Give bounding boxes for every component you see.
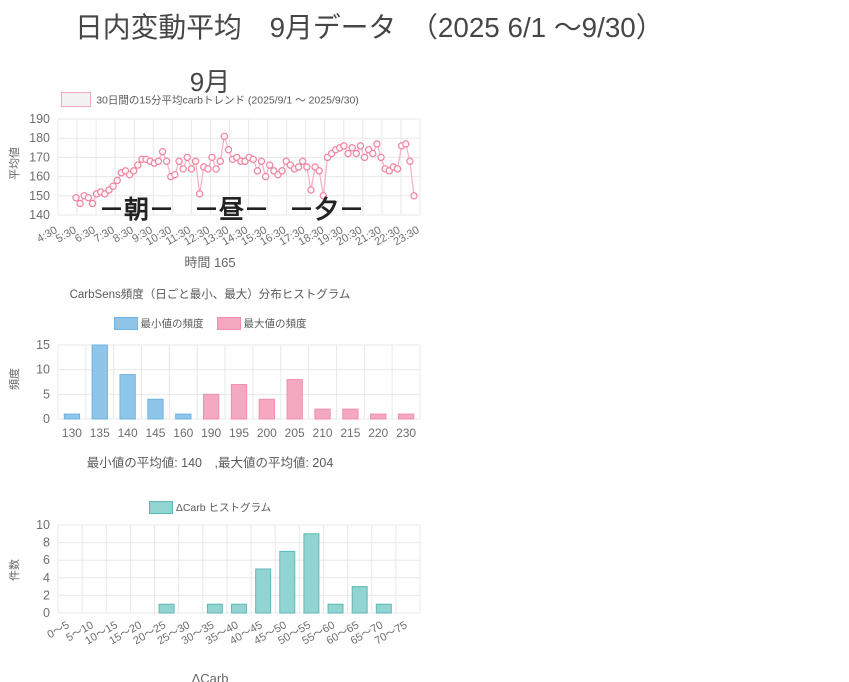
svg-text:0: 0 bbox=[43, 606, 50, 620]
svg-text:2: 2 bbox=[43, 588, 50, 602]
svg-text:8: 8 bbox=[43, 536, 50, 550]
svg-text:10: 10 bbox=[36, 518, 50, 532]
svg-text:4: 4 bbox=[43, 571, 50, 585]
svg-text:6: 6 bbox=[43, 553, 50, 567]
